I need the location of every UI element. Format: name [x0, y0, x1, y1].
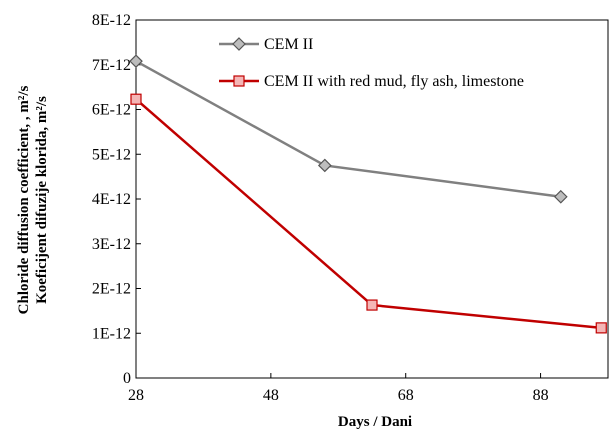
data-point [129, 54, 143, 69]
data-point [366, 299, 378, 311]
y-tick-label: 1E-12 [92, 325, 131, 342]
y-tick-label: 8E-12 [92, 12, 131, 29]
series-layer [129, 54, 607, 334]
x-tick-label: 28 [128, 387, 144, 404]
x-axis-title: Days / Dani [338, 414, 412, 430]
legend-label: CEM II with red mud, fly ash, limestone [264, 73, 524, 90]
y-tick-label: 4E-12 [92, 191, 131, 208]
series-line [135, 98, 602, 330]
data-point [595, 322, 607, 334]
data-point [130, 93, 142, 105]
y-axis-title-line-2: Chloride diffusion coefficient, , m²/s [16, 86, 32, 315]
y-tick-label: 7E-12 [92, 57, 131, 74]
y-tick-label: 6E-12 [92, 102, 131, 119]
x-tick-label: 48 [263, 387, 279, 404]
series-1 [129, 54, 568, 204]
y-axis-title-line-1: Koeficijent difuzije klorida, m²/s [34, 96, 50, 304]
y-tick-label: 5E-12 [92, 146, 131, 163]
y-tick-label: 2E-12 [92, 281, 131, 298]
legend-marker [232, 37, 246, 51]
data-point [317, 158, 332, 173]
legend-entry-1: CEM II [219, 36, 313, 53]
x-tick-label: 68 [398, 387, 414, 404]
y-tick-label: 3E-12 [92, 236, 131, 253]
legend: CEM II CEM II with red mud, fly ash, lime… [219, 36, 524, 90]
y-axis-ticks: 0 1E-12 2E-12 3E-12 4E-12 5E-12 6E-12 7E-12 8E-1… [92, 12, 141, 387]
y-tick-label: 0 [123, 370, 131, 387]
legend-label: CEM II [264, 36, 313, 53]
legend-entry-2: CEM II with red mud, fly ash, limestone [219, 73, 524, 90]
x-tick-label: 88 [533, 387, 549, 404]
data-point [553, 189, 568, 204]
series-2 [130, 93, 607, 334]
legend-marker [233, 75, 245, 87]
x-axis-ticks: 28 48 68 88 [128, 373, 549, 404]
